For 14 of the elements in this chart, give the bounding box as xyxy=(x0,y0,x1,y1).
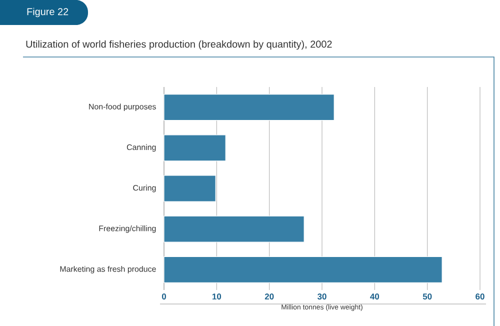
x-tick-label: 60 xyxy=(476,294,484,300)
bar xyxy=(164,175,216,202)
x-tick-label: 20 xyxy=(264,294,274,300)
x-tick-label: 50 xyxy=(422,294,432,300)
bar xyxy=(164,134,226,162)
chart-title: Utilization of world fisheries production (breakdown by quantity), 2002 xyxy=(26,40,332,50)
bar xyxy=(164,94,334,121)
x-tick-label: 30 xyxy=(317,294,326,300)
bar xyxy=(164,256,442,284)
x-tick-label: 10 xyxy=(212,294,222,300)
x-tick-label: 0 xyxy=(162,294,166,300)
x-tick-label: 40 xyxy=(370,294,380,300)
caption: Figure 22 xyxy=(27,8,68,18)
bar xyxy=(164,216,304,242)
